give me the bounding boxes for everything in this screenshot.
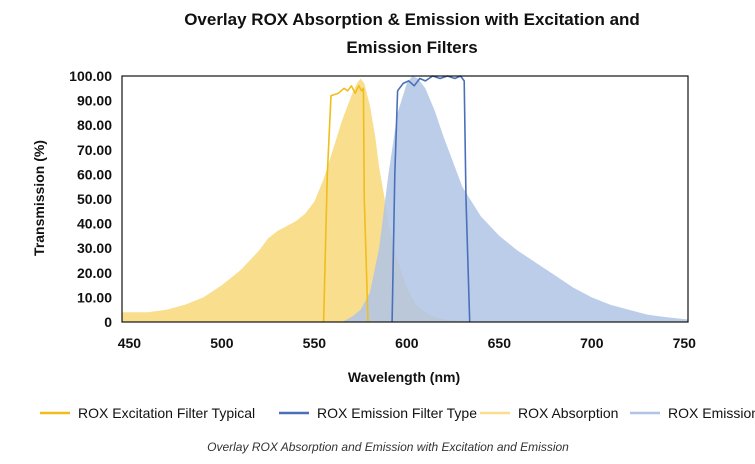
y-tick-label: 70.00 — [77, 142, 112, 158]
legend-item-rox-emission-filter-type: ROX Emission Filter Type — [279, 405, 477, 421]
y-tick-label: 20.00 — [77, 265, 112, 281]
x-tick-label: 500 — [210, 335, 234, 351]
y-tick-label: 80.00 — [77, 117, 112, 133]
legend-item-rox-absorption: ROX Absorption — [480, 405, 618, 421]
legend-item-rox-excitation-filter-typical: ROX Excitation Filter Typical — [40, 405, 255, 421]
area-series-group — [122, 76, 688, 322]
legend-label: ROX Absorption — [518, 405, 618, 421]
legend-label: ROX Excitation Filter Typical — [78, 405, 255, 421]
line-series-group — [322, 75, 471, 323]
chart-title-line-1: Overlay ROX Absorption & Emission with E… — [184, 10, 640, 29]
x-axis-label: Wavelength (nm) — [348, 369, 460, 385]
y-tick-label: 60.00 — [77, 166, 112, 182]
y-tick-label: 100.00 — [69, 68, 112, 84]
legend-label: ROX Emission Filter Type — [317, 405, 477, 421]
chart-title-line-2: Emission Filters — [346, 38, 477, 57]
y-tick-label: 40.00 — [77, 216, 112, 232]
y-tick-label: 50.00 — [77, 191, 112, 207]
x-tick-label: 700 — [580, 335, 604, 351]
series-line-rox-excitation-filter-typical — [322, 85, 369, 323]
x-tick-label: 650 — [488, 335, 512, 351]
series-area-rox-emission — [342, 76, 688, 322]
legend-item-rox-emission: ROX Emission — [630, 405, 755, 421]
plot-frame — [121, 75, 689, 323]
y-tick-label: 90.00 — [77, 93, 112, 109]
y-axis-label: Transmission (%) — [31, 140, 47, 256]
y-tick-labels: 100.00 90.00 80.00 70.00 60.00 50.00 40.00 30.0… — [69, 68, 112, 330]
x-tick-label: 600 — [395, 335, 419, 351]
legend-label: ROX Emission — [668, 405, 755, 421]
series-line-rox-emission-filter-type — [391, 75, 471, 323]
y-tick-label: 30.00 — [77, 240, 112, 256]
y-tick-label: 10.00 — [77, 289, 112, 305]
x-tick-label: 550 — [303, 335, 327, 351]
x-tick-label: 750 — [673, 335, 697, 351]
x-tick-labels: 450 500 550 600 650 700 750 — [118, 335, 696, 351]
figure-caption: Overlay ROX Absorption and Emission with… — [207, 440, 569, 454]
legend: ROX Excitation Filter Typical ROX Emissio… — [40, 405, 755, 421]
y-tick-label: 0 — [104, 314, 112, 330]
series-area-rox-absorption — [122, 78, 688, 322]
x-tick-label: 450 — [118, 335, 142, 351]
